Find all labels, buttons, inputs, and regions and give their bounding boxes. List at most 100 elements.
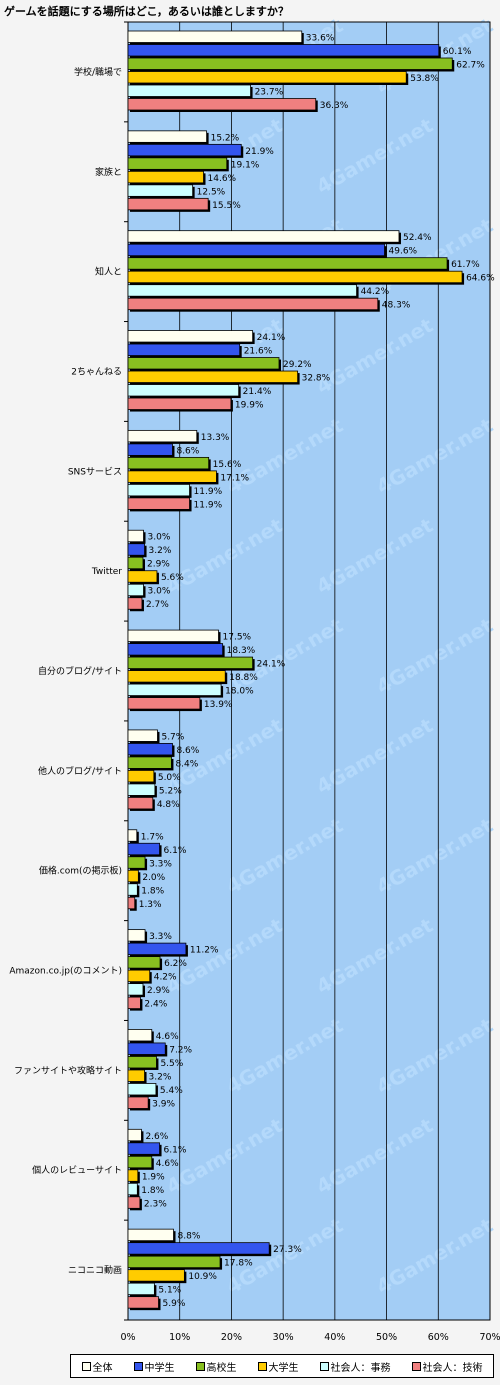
bar xyxy=(127,84,251,97)
bar xyxy=(127,470,217,483)
data-label: 1.7% xyxy=(141,832,164,842)
bar-chart: 4Gamer.net4Gamer.net4Gamer.net4Gamer.net… xyxy=(9,13,500,1343)
bar xyxy=(127,483,190,497)
data-label: 5.4% xyxy=(160,1086,183,1096)
legend-item: 大学生 xyxy=(257,1359,299,1374)
data-label: 18.8% xyxy=(229,673,258,683)
bar xyxy=(127,343,241,356)
data-label: 10.9% xyxy=(188,1272,217,1282)
tick-label: 10% xyxy=(169,1332,190,1343)
bar xyxy=(127,570,158,583)
bar xyxy=(127,456,210,470)
legend-label: 社会人：技術 xyxy=(422,1362,483,1374)
data-label: 8.6% xyxy=(176,446,199,456)
data-label: 15.6% xyxy=(213,460,242,470)
legend-swatch xyxy=(81,1361,91,1371)
data-label: 5.6% xyxy=(161,573,184,583)
legend-item: 社会人：事務 xyxy=(319,1359,391,1374)
bar xyxy=(127,643,224,656)
bar xyxy=(127,98,317,111)
data-label: 27.3% xyxy=(273,1245,302,1255)
bar xyxy=(127,397,232,410)
bar xyxy=(127,629,219,642)
data-label: 36.3% xyxy=(320,101,349,111)
category-label: ニコニコ動画 xyxy=(68,1265,122,1276)
category-label: 個人のレビューサイト xyxy=(32,1164,122,1176)
bar xyxy=(127,170,204,184)
data-label: 18.0% xyxy=(225,687,254,697)
data-label: 11.9% xyxy=(194,500,223,510)
bar xyxy=(127,1169,139,1182)
bar xyxy=(127,556,144,570)
legend-label: 大学生 xyxy=(268,1362,299,1374)
bar xyxy=(127,429,198,443)
data-label: 2.3% xyxy=(144,1199,167,1209)
bar xyxy=(127,729,158,742)
data-label: 44.2% xyxy=(361,287,390,297)
bar xyxy=(127,1228,174,1242)
data-label: 3.2% xyxy=(149,546,172,556)
data-label: 12.5% xyxy=(197,187,226,197)
data-label: 4.2% xyxy=(154,973,177,983)
bar xyxy=(127,1128,142,1142)
bar xyxy=(127,996,141,1010)
data-label: 6.2% xyxy=(164,959,187,969)
bar xyxy=(127,443,173,456)
bar xyxy=(127,370,299,383)
legend-swatch xyxy=(133,1361,143,1371)
bar xyxy=(127,896,136,910)
chart-title: ゲームを話題にする場所はどこ，あるいは誰としますか？ xyxy=(4,5,289,18)
bar xyxy=(127,956,161,969)
category-label: 学校/職場で xyxy=(74,66,122,78)
bar xyxy=(127,683,222,696)
data-label: 3.3% xyxy=(149,859,172,869)
tick-label: 50% xyxy=(376,1332,397,1343)
data-label: 3.2% xyxy=(149,1072,172,1082)
data-label: 32.8% xyxy=(302,374,331,384)
bar xyxy=(127,1196,141,1209)
bar xyxy=(127,1069,145,1082)
bar xyxy=(127,384,240,397)
data-label: 53.8% xyxy=(410,74,439,84)
bar xyxy=(127,543,145,556)
data-label: 2.7% xyxy=(146,600,169,610)
bar xyxy=(127,1269,185,1282)
bar xyxy=(127,230,400,243)
bar xyxy=(127,1255,221,1269)
bar xyxy=(127,770,155,783)
data-label: 1.9% xyxy=(142,1172,165,1182)
legend-item: 社会人：技術 xyxy=(411,1359,483,1374)
category-label: 他人のブログ/サイト xyxy=(38,765,122,777)
category-label: ファンサイトや攻略サイト xyxy=(14,1064,122,1076)
bar xyxy=(127,330,254,343)
bar xyxy=(127,44,440,57)
data-label: 29.2% xyxy=(283,360,312,370)
legend-label: 高校生 xyxy=(206,1362,237,1374)
bar xyxy=(127,656,254,669)
data-label: 2.9% xyxy=(147,560,170,570)
tick-label: 40% xyxy=(324,1332,345,1343)
category-label: Amazon.co.jp(のコメント) xyxy=(9,967,122,977)
data-label: 17.5% xyxy=(223,633,252,643)
data-label: 33.6% xyxy=(306,34,335,44)
bar xyxy=(127,157,228,170)
bar xyxy=(127,529,144,543)
bar xyxy=(127,942,187,956)
legend-item: 高校生 xyxy=(195,1359,237,1374)
data-label: 14.6% xyxy=(208,174,237,184)
legend-label: 全体 xyxy=(92,1362,113,1374)
data-label: 62.7% xyxy=(456,61,485,71)
bar xyxy=(127,583,144,597)
bar xyxy=(127,597,143,610)
bar xyxy=(127,1029,153,1042)
data-label: 61.7% xyxy=(451,260,480,270)
data-label: 49.6% xyxy=(389,247,418,257)
data-label: 17.1% xyxy=(220,473,249,483)
bar xyxy=(127,257,448,270)
data-label: 24.1% xyxy=(257,660,286,670)
legend-label: 社会人：事務 xyxy=(330,1362,391,1374)
data-label: 8.8% xyxy=(178,1232,201,1242)
bar xyxy=(127,1142,160,1155)
category-label: 2ちゃんねる xyxy=(71,366,122,377)
data-label: 15.5% xyxy=(212,201,241,211)
